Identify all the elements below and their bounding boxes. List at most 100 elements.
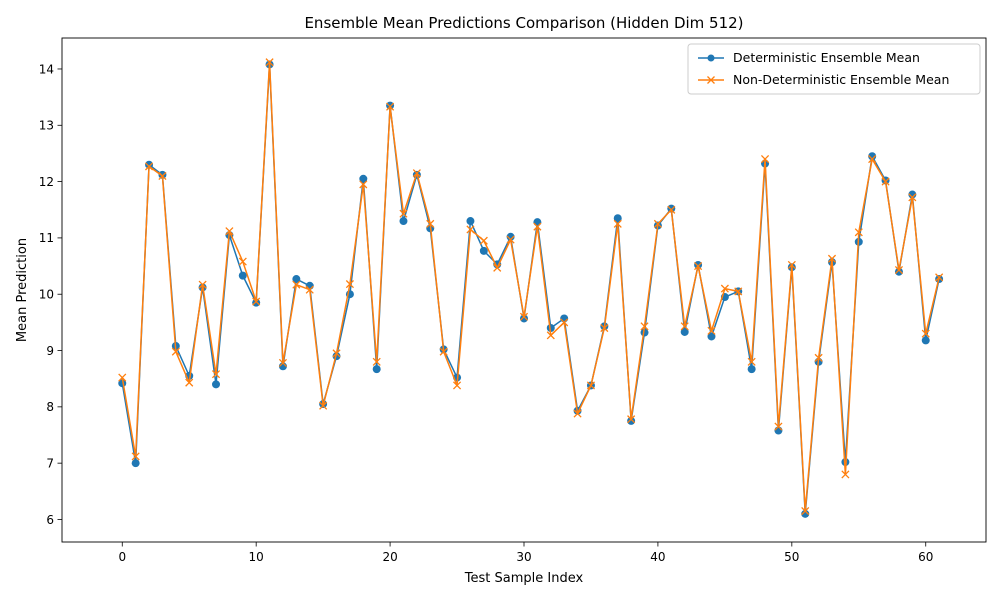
data-point xyxy=(493,263,502,272)
data-point xyxy=(546,324,555,333)
x-axis: 0 10 20 30 40 50 60 xyxy=(118,542,933,564)
x-axis-label: Test Sample Index xyxy=(464,571,584,586)
data-point xyxy=(412,169,421,178)
data-point xyxy=(359,174,368,183)
data-point xyxy=(466,225,475,234)
data-point xyxy=(774,426,783,435)
data-point xyxy=(359,180,368,189)
y-tick-label: 14 xyxy=(39,62,54,76)
data-point xyxy=(613,219,622,228)
data-point xyxy=(935,273,944,282)
series-non-deterministic xyxy=(118,58,944,516)
y-tick-label: 11 xyxy=(39,231,54,245)
series-line xyxy=(121,61,940,512)
data-point xyxy=(734,287,743,296)
data-point xyxy=(653,219,662,228)
data-point xyxy=(479,236,488,245)
data-point xyxy=(881,177,890,186)
data-point xyxy=(627,415,636,424)
data-point xyxy=(640,328,649,337)
chart-title: Ensemble Mean Predictions Comparison (Hi… xyxy=(304,14,743,32)
data-point xyxy=(319,401,328,410)
y-axis: 6 7 8 9 10 11 12 13 14 xyxy=(39,62,62,527)
data-point xyxy=(519,312,529,321)
data-point xyxy=(145,160,154,169)
legend-marker-deterministic xyxy=(707,54,715,62)
data-point xyxy=(144,162,154,171)
data-point xyxy=(211,370,221,379)
y-tick-label: 9 xyxy=(46,344,54,358)
data-point xyxy=(479,246,488,255)
data-point xyxy=(854,228,863,237)
data-point xyxy=(238,257,247,266)
data-point xyxy=(707,332,716,341)
data-point xyxy=(787,260,796,270)
y-tick-label: 13 xyxy=(39,119,54,133)
data-point xyxy=(760,155,770,164)
data-point xyxy=(399,217,408,226)
data-point xyxy=(238,271,247,280)
data-point xyxy=(386,102,395,111)
legend: Deterministic Ensemble Mean Non-Determin… xyxy=(687,43,981,95)
data-point xyxy=(600,323,609,333)
data-point xyxy=(801,509,810,518)
data-point xyxy=(908,193,917,202)
data-point xyxy=(921,336,930,345)
data-point xyxy=(305,285,314,294)
data-point xyxy=(667,204,676,213)
data-point xyxy=(466,217,475,226)
data-point xyxy=(372,365,381,374)
data-point xyxy=(707,326,716,335)
data-point xyxy=(225,227,234,236)
data-point xyxy=(774,422,783,431)
data-point xyxy=(694,260,703,269)
data-point xyxy=(212,380,220,389)
data-point xyxy=(894,267,903,276)
data-point xyxy=(292,280,301,289)
plot-area xyxy=(118,58,944,518)
data-point xyxy=(747,357,756,366)
data-point xyxy=(747,365,756,374)
data-point xyxy=(158,170,167,179)
data-point xyxy=(131,459,140,468)
data-point xyxy=(265,58,274,67)
data-point xyxy=(185,378,194,387)
x-tick-label: 10 xyxy=(249,550,264,564)
data-point xyxy=(586,381,596,390)
data-point xyxy=(158,171,167,181)
data-point xyxy=(386,101,395,110)
data-point xyxy=(667,205,676,214)
data-point xyxy=(131,452,140,461)
x-tick-label: 30 xyxy=(516,550,531,564)
data-point xyxy=(171,347,180,356)
data-point xyxy=(801,506,810,516)
legend-box xyxy=(687,43,981,95)
data-point xyxy=(533,218,542,227)
x-tick-label: 40 xyxy=(650,550,665,564)
data-point xyxy=(573,409,582,418)
data-point xyxy=(694,262,703,271)
data-point xyxy=(868,152,877,161)
data-point xyxy=(372,357,381,366)
data-point xyxy=(292,275,301,284)
data-point xyxy=(894,265,904,275)
data-point xyxy=(868,155,877,164)
x-tick-label: 60 xyxy=(918,550,933,564)
data-point xyxy=(439,347,448,356)
y-tick-label: 8 xyxy=(46,400,54,414)
data-point xyxy=(252,298,261,307)
data-point xyxy=(506,232,515,241)
data-point xyxy=(640,322,649,331)
data-point xyxy=(613,214,622,223)
data-point xyxy=(452,381,462,390)
data-point xyxy=(399,209,408,218)
data-point xyxy=(546,331,555,340)
data-point xyxy=(506,235,515,244)
data-point xyxy=(560,314,569,323)
x-tick-label: 50 xyxy=(784,550,799,564)
data-point xyxy=(814,353,823,362)
data-point xyxy=(278,358,288,367)
data-point xyxy=(560,318,569,327)
data-point xyxy=(680,322,689,331)
